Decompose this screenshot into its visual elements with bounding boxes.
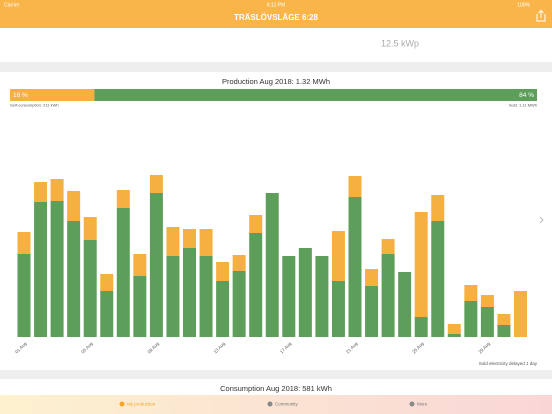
bar-segment [464,285,478,301]
bar-segment [166,227,180,256]
bar-segment [398,272,412,337]
bar-segment [331,231,345,281]
sold-label: Sold: 1.11 MWh [509,103,537,108]
next-chevron[interactable] [539,216,544,224]
bar-segment [365,286,379,337]
clock: 6:12 PM [267,2,286,8]
capacity: 12.5 kWp [381,38,419,48]
bar-segment [331,281,345,337]
bar-segment [67,191,81,221]
bar-segment [447,324,461,334]
bar-segment [116,190,130,208]
share-button[interactable] [536,9,546,22]
bar-segment [249,233,263,337]
tab-label[interactable]: My production [127,402,156,407]
bar-segment [282,256,296,337]
bar-segment [497,325,511,337]
share-bar: 16 % 84 % [10,89,537,101]
bar-segment [497,314,511,325]
bar-segment [232,271,246,337]
bar-segment [17,232,31,254]
share-segment [94,89,537,101]
carrier: Carrier [4,2,20,8]
bar-segment [431,195,445,221]
bar-segment [34,202,48,337]
bar-segment [265,193,279,337]
bar-segment [216,281,230,337]
bar-segment [183,229,196,248]
bar-segment [414,212,428,317]
tab-label[interactable]: Community [275,402,299,407]
bar-segment [34,182,48,202]
bar-segment [50,201,64,337]
bar-segment [414,317,428,337]
chart: 01 Aug 05 Aug 09 Aug 13 Aug 17 Aug 21 Aug 25 A… [14,175,527,354]
consumption-title: Consumption Aug 2018: 581 kWh [220,384,332,393]
bar-segment [514,291,527,337]
bar-segment [315,256,329,337]
bar-segment [83,217,97,240]
bar-segment [83,240,97,337]
tab-bar [0,395,552,414]
bar-segment [133,254,147,276]
bar-segment [298,248,312,337]
bar-segment [431,221,445,337]
bar-segment [381,239,395,254]
self-label: Self-consumption: 211 kWh [10,103,59,108]
bar-segment [464,301,478,337]
system-card [0,28,552,62]
share-label: 84 % [519,92,534,99]
bar-segment [116,208,130,337]
bar-segment [348,197,362,337]
nav-title: TRÄSLÖVSLÄGE 6:28 [234,13,319,22]
share-segment [10,89,95,101]
nav-bar [0,0,552,28]
bar-segment [249,215,263,233]
bar-segment [133,276,147,337]
production-title: Production Aug 2018: 1.32 MWh [222,77,330,86]
bar-segment [50,179,64,201]
bar-segment [149,193,163,337]
tab-icon [119,401,125,407]
bar-segment [166,256,180,337]
bar-segment [480,295,494,307]
bar-segment [199,256,213,337]
bar-segment [199,229,213,256]
note: Sold electricity delayed 1 day [479,361,538,366]
bar-segment [100,274,114,291]
bar-segment [232,255,246,271]
bar-segment [216,262,230,281]
consumption-card [0,379,552,399]
tab-icon [409,401,415,407]
tabs: My production Community More [119,401,428,407]
bar-segment [100,291,114,337]
bar-segment [17,254,31,337]
tab-label[interactable]: More [417,402,428,407]
share-label: 16 % [13,92,28,99]
bar-segment [447,334,461,337]
bar-segment [365,269,379,286]
tab-icon [267,401,273,407]
bar-segment [480,307,494,337]
bar-segment [381,254,395,337]
battery: 100% [517,2,530,8]
bar-segment [67,221,81,337]
bar-segment [149,175,163,193]
bar-segment [183,248,196,337]
bar-segment [348,176,362,197]
